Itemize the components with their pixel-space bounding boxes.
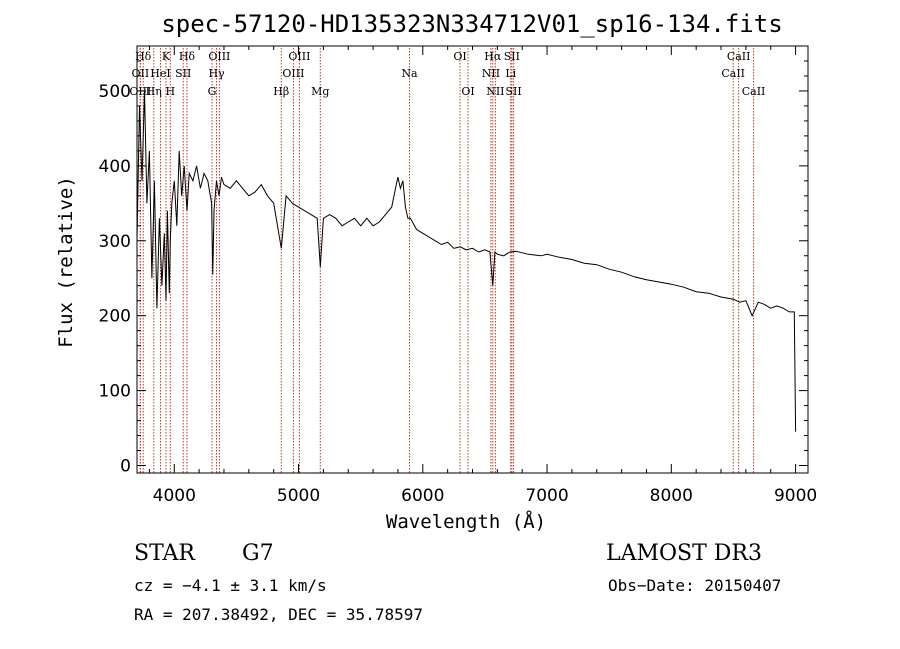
line-label: OIII	[282, 67, 304, 80]
x-axis: 4000 5000 6000 7000 8000 9000	[148, 46, 817, 506]
y-tick-label: 100	[99, 382, 131, 402]
line-label: Na	[401, 67, 418, 80]
line-label: SII	[506, 85, 522, 98]
line-label: K	[162, 50, 171, 63]
line-label: NII	[486, 85, 504, 98]
line-label: OI	[461, 85, 474, 98]
line-label: OIII	[208, 50, 230, 63]
x-tick-label: 5000	[277, 486, 320, 506]
y-tick-label: 200	[99, 307, 131, 327]
redshift-text: cz = −4.1 ± 3.1 km/s	[134, 576, 327, 595]
x-tick-label: 8000	[650, 486, 693, 506]
x-tick-label: 7000	[525, 486, 568, 506]
object-class: STAR	[134, 541, 196, 566]
y-tick-label: 300	[99, 232, 131, 252]
chart-title: spec-57120-HD135323N334712V01_sp16-134.f…	[161, 10, 782, 38]
line-label: Hδ	[179, 50, 196, 63]
x-tick-label: 4000	[153, 486, 196, 506]
y-axis: 0 100 200 300 400 500	[99, 60, 808, 477]
line-label: OIII	[288, 50, 310, 63]
x-tick-label: 6000	[401, 486, 444, 506]
line-label: Hγ	[208, 67, 225, 80]
line-label: SII	[175, 67, 191, 80]
survey-name: LAMOST DR3	[606, 541, 762, 566]
y-tick-label: 0	[120, 457, 131, 477]
line-label: SII	[504, 50, 520, 63]
y-axis-label: Flux (relative)	[55, 176, 77, 348]
line-label: OIII	[129, 85, 151, 98]
y-tick-label: 500	[99, 82, 131, 102]
line-label: Mg	[311, 85, 329, 98]
line-label: CaII	[727, 50, 751, 63]
object-subclass: G7	[242, 541, 274, 566]
line-label: G	[208, 85, 217, 98]
x-tick-label: 9000	[774, 486, 817, 506]
x-axis-label: Wavelength (Å)	[386, 510, 546, 533]
spectrum-series-line	[136, 90, 797, 432]
obs-date-text: Obs−Date: 20150407	[608, 576, 781, 595]
line-label: Li	[505, 67, 516, 80]
line-label: OII	[131, 67, 149, 80]
line-label: Hβ	[273, 85, 289, 98]
coordinates-text: RA = 207.38492, DEC = 35.78597	[134, 605, 423, 624]
line-label: Hα	[484, 50, 502, 63]
line-label: H	[166, 85, 176, 98]
line-label: CaII	[742, 85, 766, 98]
line-marker-group	[139, 48, 755, 473]
line-label: NII	[482, 67, 500, 80]
line-label: Hδ	[135, 50, 152, 63]
plot-frame	[136, 45, 809, 474]
line-label: HeI	[150, 67, 170, 80]
line-label: OI	[453, 50, 466, 63]
line-label-group: Hδ OII OIII K HeI Hη Hδ SII H OIII Hγ G Hβ OIII OIII Mg…	[129, 50, 765, 98]
y-tick-label: 400	[99, 157, 131, 177]
line-label: Hη	[146, 85, 162, 98]
line-label: CaII	[721, 67, 745, 80]
